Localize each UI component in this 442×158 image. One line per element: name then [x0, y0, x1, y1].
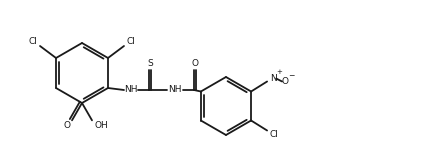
Text: Cl: Cl [29, 37, 38, 46]
Text: NH: NH [124, 85, 138, 94]
Text: N: N [270, 74, 276, 83]
Text: OH: OH [94, 121, 108, 130]
Text: O: O [282, 77, 289, 86]
Text: −: − [288, 71, 294, 80]
Text: Cl: Cl [270, 130, 278, 139]
Text: NH: NH [168, 85, 182, 94]
Text: O: O [64, 121, 71, 130]
Text: +: + [276, 70, 282, 76]
Text: O: O [191, 60, 198, 69]
Text: Cl: Cl [126, 37, 135, 46]
Text: S: S [147, 60, 153, 69]
